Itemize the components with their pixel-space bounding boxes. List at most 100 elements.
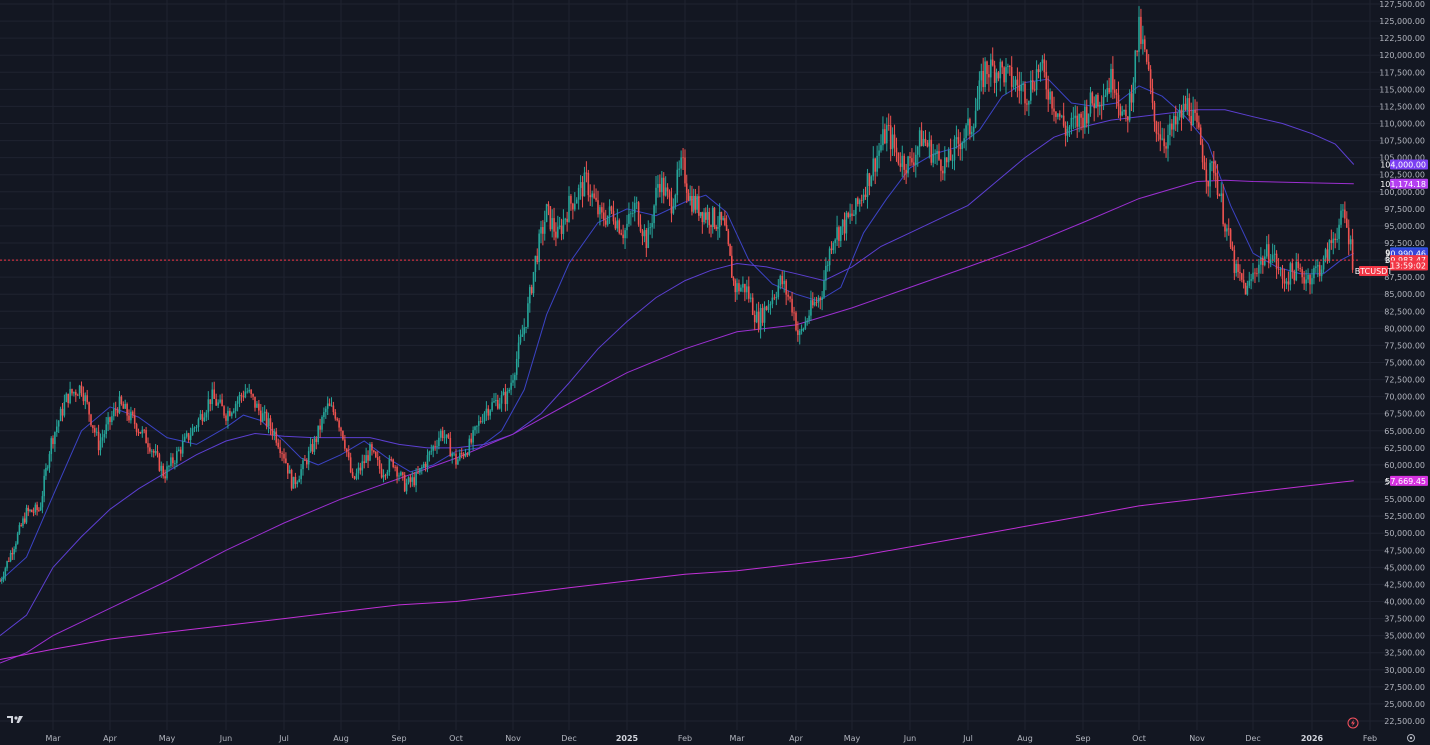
candle-body: [197, 419, 200, 427]
candle-body: [932, 154, 934, 163]
candle-body: [532, 272, 535, 294]
candle-body: [798, 330, 801, 335]
candle-body: [15, 543, 17, 549]
candle-body: [1049, 91, 1051, 100]
candle-body: [1328, 240, 1331, 262]
candle-body: [434, 446, 436, 447]
candle-body: [884, 129, 886, 144]
candle-body: [993, 65, 996, 83]
candle-body: [547, 204, 550, 207]
candle-body: [209, 399, 212, 405]
candle-body: [980, 70, 983, 81]
y-tick-label: 112,500.00: [1379, 102, 1425, 111]
candle-body: [236, 400, 239, 404]
candle-body: [729, 244, 731, 256]
candle-body: [500, 394, 503, 404]
candle-body: [1140, 16, 1142, 44]
candle-body: [953, 139, 956, 161]
candle-body: [76, 395, 79, 396]
candle-body: [661, 177, 663, 193]
candle-body: [955, 137, 958, 140]
candle-body: [207, 399, 210, 413]
candle-body: [1035, 69, 1038, 90]
candle-body: [525, 326, 527, 328]
candle-body: [577, 187, 580, 200]
candle-body: [1311, 278, 1313, 285]
candle-body: [321, 416, 323, 430]
candle-body: [152, 450, 155, 453]
candle-body: [38, 510, 40, 511]
candle-body: [1265, 244, 1268, 257]
candle-body: [455, 453, 457, 465]
candle-body: [549, 206, 552, 230]
candle-body: [48, 454, 51, 468]
candles: [0, 6, 1354, 584]
tradingview-logo-icon[interactable]: [7, 716, 23, 723]
candle-body: [1264, 256, 1266, 266]
y-tick-label: 125,000.00: [1379, 17, 1425, 26]
y-tick-label: 110,000.00: [1379, 120, 1425, 129]
candle-body: [325, 408, 327, 413]
candle-body: [1130, 93, 1133, 103]
candle-body: [504, 391, 507, 405]
candle-body: [1084, 106, 1086, 128]
candle-body: [390, 459, 393, 460]
settings-gear-icon[interactable]: [1407, 734, 1415, 742]
candle-body: [641, 231, 644, 237]
candle-body: [483, 412, 486, 422]
candle-body: [105, 424, 107, 435]
ma-line-1: [0, 78, 1355, 582]
candle-body: [122, 403, 125, 409]
candle-body: [1009, 65, 1011, 67]
candle-body: [655, 187, 657, 206]
candle-body: [530, 287, 533, 294]
candle-body: [672, 206, 675, 214]
candle-body: [783, 280, 785, 285]
candle-body: [1315, 266, 1317, 268]
candle-body: [1269, 259, 1272, 263]
candle-body: [540, 227, 542, 234]
candle-body: [587, 172, 590, 196]
candle-body: [205, 412, 208, 418]
candle-body: [1279, 269, 1282, 270]
candle-body: [947, 150, 950, 163]
candle-body: [725, 224, 728, 231]
candle-body: [491, 402, 493, 411]
price-axis[interactable]: 22,500.00 25,000.00 27,500.00 30,000.00 32,5…: [1379, 0, 1425, 726]
candle-body: [52, 438, 54, 445]
candle-body: [479, 421, 482, 422]
time-axis[interactable]: Mar Apr May Jun Jul Aug Sep Oct Nov Dec 2025 Feb Mar…: [45, 734, 1377, 743]
candle-body: [1226, 228, 1228, 232]
candle-body: [1104, 95, 1107, 98]
x-tick-label: Jul: [278, 734, 289, 743]
y-tick-label: 85,000.00: [1384, 290, 1425, 299]
x-tick-label: Nov: [505, 734, 521, 743]
y-tick-label: 72,500.00: [1384, 376, 1425, 385]
candle-body: [1216, 175, 1219, 195]
candle-body: [462, 454, 465, 457]
candle-body: [901, 155, 904, 167]
candle-body: [907, 156, 909, 174]
candle-body: [213, 389, 215, 399]
candle-body: [1267, 244, 1270, 263]
candle-body: [1320, 269, 1323, 277]
y-tick-label: 32,500.00: [1384, 649, 1425, 658]
candle-body: [403, 474, 406, 492]
candle-body: [620, 233, 622, 235]
candle-body: [428, 451, 431, 456]
candle-body: [684, 157, 686, 184]
y-tick-label: 65,000.00: [1384, 427, 1425, 436]
lightning-icon[interactable]: [1347, 717, 1359, 729]
candle-body: [659, 184, 661, 193]
candle-body: [415, 472, 417, 486]
candle-body: [398, 475, 400, 477]
candle-body: [39, 507, 42, 511]
candle-body: [92, 425, 94, 429]
candle-body: [151, 450, 153, 452]
candle-body: [296, 482, 299, 485]
candle-body: [313, 438, 316, 452]
candle-body: [6, 561, 8, 569]
candle-body: [1262, 257, 1264, 266]
candle-body: [694, 195, 697, 210]
